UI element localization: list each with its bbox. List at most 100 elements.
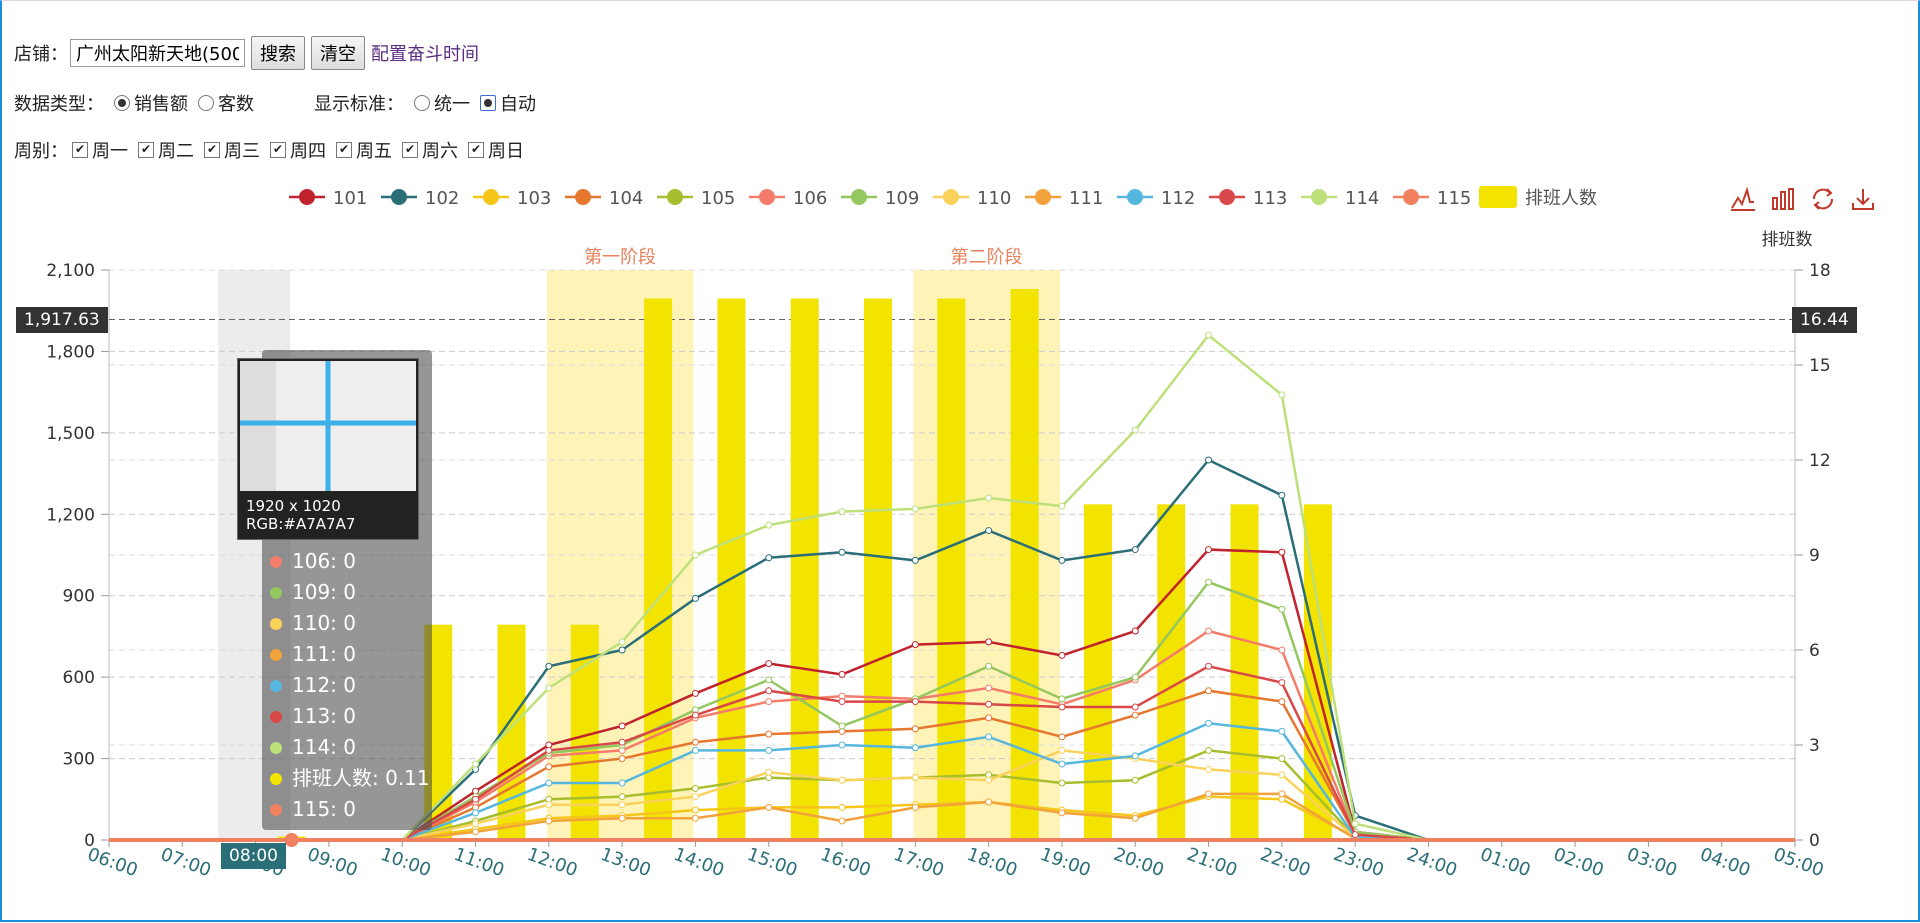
series-point xyxy=(985,798,993,806)
series-point xyxy=(1205,578,1213,586)
config-time-link[interactable]: 配置奋斗时间 xyxy=(371,44,479,65)
series-point xyxy=(1278,698,1286,706)
y-tick-label: 900 xyxy=(63,587,95,607)
series-point xyxy=(545,746,553,754)
bar xyxy=(864,298,893,840)
x-tick-label: 13:00 xyxy=(598,844,654,881)
tooltip-item-label: 111: 0 xyxy=(292,642,356,666)
x-tick-label: 16:00 xyxy=(818,844,874,881)
series-point xyxy=(1205,662,1213,670)
week-checkbox-1[interactable]: ✔ xyxy=(138,142,154,158)
week-checkbox-2[interactable]: ✔ xyxy=(204,142,220,158)
week-checkbox-3[interactable]: ✔ xyxy=(270,142,286,158)
x-tick-label: 17:00 xyxy=(891,844,947,881)
tooltip-item-label: 106: 0 xyxy=(292,549,356,573)
series-point xyxy=(691,738,699,746)
radio-sales-label[interactable]: 销售额 xyxy=(134,94,188,115)
y-tick-label: 1,200 xyxy=(46,505,95,525)
radio-customers[interactable] xyxy=(198,95,214,111)
legend-label: 排班人数 xyxy=(1525,188,1597,209)
y2-axis-label: 排班数 xyxy=(1762,230,1813,250)
y2-tick-label: 6 xyxy=(1809,641,1820,661)
series-point xyxy=(618,755,626,763)
legend-marker xyxy=(391,189,407,205)
series-point xyxy=(1205,456,1213,464)
search-button[interactable]: 搜索 xyxy=(251,36,305,70)
refresh-icon[interactable] xyxy=(1810,186,1836,212)
left-ref-badge: 1,917.63 xyxy=(16,307,108,333)
tooltip-item-dot xyxy=(270,586,282,599)
tooltip-list: 106: 0 109: 0 110: 0 111: 0 112: 0 113: 0 114:… xyxy=(270,546,430,825)
series-point xyxy=(1058,760,1066,768)
week-checkbox-0[interactable]: ✔ xyxy=(72,142,88,158)
store-input[interactable] xyxy=(70,39,245,67)
y2-tick-label: 0 xyxy=(1809,831,1820,851)
y-tick-label: 2,100 xyxy=(46,261,95,281)
week-checkbox-label-6[interactable]: 周日 xyxy=(488,141,524,162)
tooltip-item-dot xyxy=(270,710,282,723)
radio-auto-label[interactable]: 自动 xyxy=(500,94,536,115)
legend-label: 105 xyxy=(701,188,735,209)
bar xyxy=(790,298,819,840)
line-chart-icon[interactable] xyxy=(1730,186,1756,212)
series-point xyxy=(1131,711,1139,719)
series-point xyxy=(1058,651,1066,659)
series-point xyxy=(618,722,626,730)
legend-marker xyxy=(667,189,683,205)
series-point xyxy=(1058,695,1066,703)
series-point xyxy=(1205,687,1213,695)
download-icon[interactable] xyxy=(1850,186,1876,212)
bar-chart-icon[interactable] xyxy=(1770,186,1796,212)
legend-label: 106 xyxy=(793,188,827,209)
radio-customers-label[interactable]: 客数 xyxy=(218,94,254,115)
x-pointer-badge: 08:00 xyxy=(221,843,286,869)
x-tick-label: 18:00 xyxy=(964,844,1020,881)
series-point xyxy=(911,774,919,782)
radio-uniform-label[interactable]: 统一 xyxy=(434,94,470,115)
series-point xyxy=(618,793,626,801)
series-point xyxy=(985,662,993,670)
legend-marker xyxy=(1311,189,1327,205)
series-point xyxy=(838,698,846,706)
radio-sales[interactable] xyxy=(114,95,130,111)
series-point xyxy=(1205,746,1213,754)
week-checkbox-6[interactable]: ✔ xyxy=(468,142,484,158)
series-point xyxy=(1058,502,1066,510)
series-point xyxy=(472,795,480,803)
magnifier-preview xyxy=(240,361,416,491)
series-point xyxy=(1131,627,1139,635)
series-point xyxy=(472,820,480,828)
series-point xyxy=(545,817,553,825)
tooltip-item-label: 114: 0 xyxy=(292,735,356,759)
series-point xyxy=(545,779,553,787)
week-checkbox-label-1[interactable]: 周二 xyxy=(158,141,194,162)
week-checkbox-label-5[interactable]: 周六 xyxy=(422,141,458,162)
x-tick-label: 01:00 xyxy=(1477,844,1533,881)
series-point xyxy=(765,746,773,754)
clear-button[interactable]: 清空 xyxy=(311,36,365,70)
radio-auto[interactable] xyxy=(480,95,496,111)
week-checkbox-label-4[interactable]: 周五 xyxy=(356,141,392,162)
x-tick-label: 07:00 xyxy=(158,844,214,881)
series-point xyxy=(691,551,699,559)
bar xyxy=(1010,289,1039,840)
x-tick-label: 03:00 xyxy=(1624,844,1680,881)
series-point xyxy=(985,700,993,708)
week-checkbox-label-3[interactable]: 周四 xyxy=(290,141,326,162)
tooltip-item: 排班人数: 0.11 xyxy=(270,763,430,794)
series-point xyxy=(691,793,699,801)
week-checkbox-5[interactable]: ✔ xyxy=(402,142,418,158)
series-point xyxy=(838,670,846,678)
week-checkbox-label-2[interactable]: 周三 xyxy=(224,141,260,162)
series-point xyxy=(911,725,919,733)
week-checkbox-4[interactable]: ✔ xyxy=(336,142,352,158)
series-point xyxy=(1278,771,1286,779)
series-point xyxy=(838,548,846,556)
series-point xyxy=(765,803,773,811)
tooltip-item-dot xyxy=(270,741,282,754)
week-checkbox-label-0[interactable]: 周一 xyxy=(92,141,128,162)
series-point xyxy=(911,803,919,811)
y2-tick-label: 9 xyxy=(1809,546,1820,566)
legend-marker xyxy=(575,189,591,205)
radio-uniform[interactable] xyxy=(414,95,430,111)
